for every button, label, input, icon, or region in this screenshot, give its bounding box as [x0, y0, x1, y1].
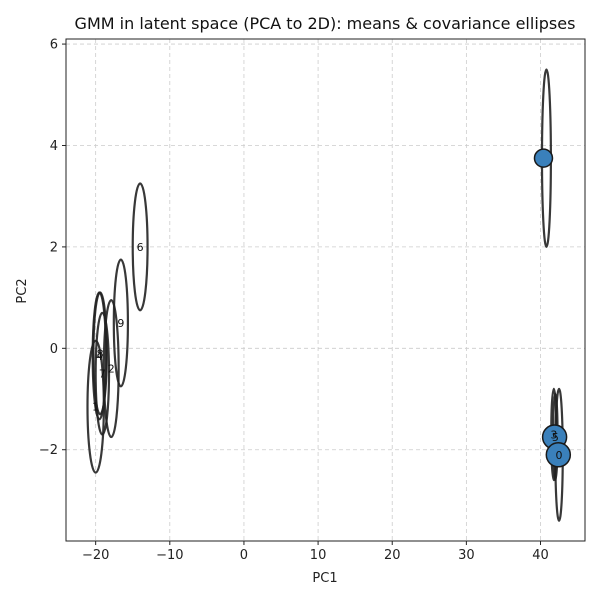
x-tick-label: 10	[310, 548, 327, 563]
component-labels: 0 1 2 3 4 5 6 7 8 9	[92, 241, 562, 462]
component-label: 9	[117, 317, 124, 330]
y-tick-label: 6	[50, 38, 58, 53]
chart-title: GMM in latent space (PCA to 2D): means &…	[75, 14, 576, 33]
x-tick-label: −20	[82, 548, 109, 563]
covariance-ellipses	[86, 68, 564, 522]
component-label: 4	[96, 350, 103, 363]
y-tick-label: 2	[50, 240, 58, 255]
component-label: 2	[108, 363, 115, 376]
component-label: 5	[552, 431, 559, 444]
mean-marker	[533, 148, 554, 168]
x-tick-label: −10	[156, 548, 183, 563]
mean-marker	[545, 442, 572, 468]
component-label: 0	[556, 449, 563, 462]
component-label: 7	[99, 368, 106, 381]
x-tick-label: 40	[532, 548, 549, 563]
y-tick-label: 0	[50, 342, 58, 357]
x-tick-label: 30	[458, 548, 475, 563]
component-label: 6	[137, 241, 144, 254]
mean-markers	[533, 148, 572, 468]
y-tick-label: −2	[39, 443, 58, 458]
component-label: 3	[550, 429, 557, 442]
covariance-ellipse	[94, 311, 111, 436]
component-label: 8	[97, 347, 104, 360]
covariance-ellipse	[92, 291, 108, 416]
y-tick-label: 4	[50, 139, 58, 154]
x-tick-label: 0	[240, 548, 248, 563]
covariance-ellipse	[112, 258, 130, 388]
grid	[66, 39, 585, 541]
covariance-ellipse	[102, 299, 120, 439]
covariance-ellipse	[131, 182, 149, 312]
y-axis-label: PC2	[15, 278, 30, 303]
x-tick-label: 20	[384, 548, 401, 563]
plot-frame	[65, 38, 586, 542]
component-label: 1	[92, 401, 99, 414]
x-axis-label: PC1	[312, 571, 337, 586]
